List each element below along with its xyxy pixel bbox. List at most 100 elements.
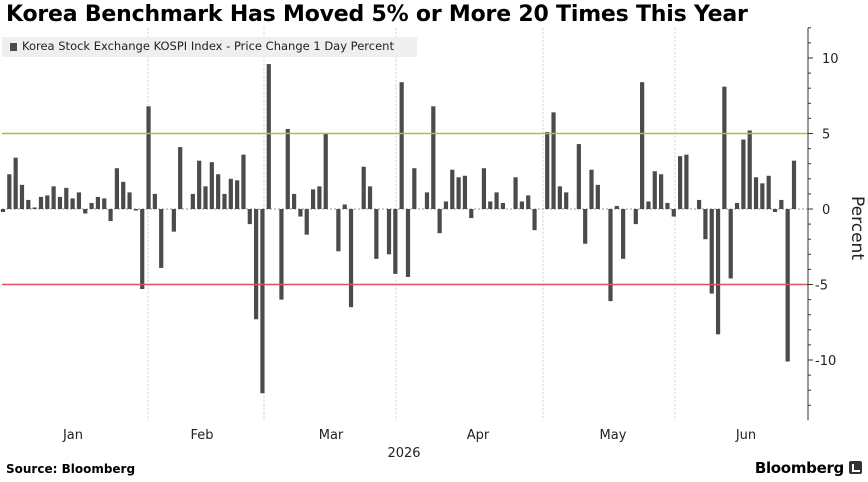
bar — [608, 209, 613, 302]
bar — [481, 168, 487, 209]
bar — [557, 186, 562, 209]
bar — [412, 168, 417, 209]
bar — [108, 209, 113, 222]
bar — [45, 195, 50, 209]
bar — [133, 209, 138, 211]
bar — [424, 192, 430, 209]
source-note: Source: Bloomberg — [6, 462, 136, 476]
bar — [513, 177, 518, 209]
bar — [260, 209, 265, 394]
bar — [222, 193, 227, 209]
bar — [348, 209, 354, 308]
bar — [178, 147, 183, 209]
bar — [595, 184, 600, 209]
bar — [279, 209, 284, 300]
bar — [7, 174, 12, 209]
x-month-label: Feb — [190, 428, 213, 443]
bar — [241, 154, 246, 209]
y-tick-label: -10 — [815, 354, 836, 369]
bar — [545, 131, 550, 209]
bar — [323, 133, 328, 209]
bar — [646, 201, 651, 209]
x-month-label: Jun — [735, 428, 756, 443]
y-axis-label: Percent — [847, 196, 867, 260]
bar — [500, 202, 506, 209]
bar — [114, 168, 119, 209]
bar — [228, 178, 233, 209]
bar — [671, 209, 676, 217]
bar — [102, 198, 107, 209]
bar — [696, 199, 702, 209]
bar — [766, 175, 771, 209]
legend: Korea Stock Exchange KOSPI Index - Price… — [2, 37, 417, 57]
bar — [684, 154, 689, 209]
bar — [235, 180, 240, 209]
bar — [209, 162, 214, 209]
y-tick-label: -5 — [815, 279, 828, 294]
x-month-label: Mar — [319, 428, 344, 443]
bar — [64, 187, 69, 209]
bar — [589, 169, 594, 209]
bar — [576, 144, 581, 209]
bar — [431, 106, 436, 209]
bar — [26, 199, 31, 209]
bar — [13, 157, 18, 209]
bar — [374, 209, 379, 259]
bar — [304, 209, 309, 235]
bar — [728, 209, 733, 279]
bar — [89, 202, 94, 209]
bar — [0, 209, 6, 213]
bar — [741, 139, 746, 209]
bar — [159, 209, 164, 268]
bar — [456, 177, 461, 209]
bar — [772, 209, 778, 213]
bar — [753, 177, 759, 209]
bar — [785, 209, 790, 362]
brand-icon — [849, 461, 862, 474]
bar — [526, 195, 531, 209]
bar — [715, 209, 721, 335]
x-month-label: Apr — [467, 428, 490, 443]
bar — [121, 181, 126, 209]
bar — [317, 186, 322, 209]
bar — [171, 209, 176, 232]
bar — [583, 209, 588, 244]
bar — [95, 196, 101, 209]
bar — [190, 193, 195, 209]
bar — [443, 201, 449, 209]
bar — [659, 174, 664, 209]
bar — [83, 209, 88, 214]
chart-title: Korea Benchmark Has Moved 5% or More 20 … — [6, 2, 748, 27]
bar — [405, 209, 411, 277]
bar — [488, 201, 493, 209]
bar — [665, 202, 670, 209]
bar — [703, 209, 708, 240]
bar — [336, 209, 341, 252]
bar — [633, 209, 638, 225]
bar — [342, 204, 347, 209]
bar — [652, 171, 657, 209]
bar — [437, 209, 442, 234]
legend-swatch — [10, 43, 17, 51]
bar — [285, 128, 290, 209]
bar — [38, 196, 44, 209]
bar — [203, 186, 208, 209]
bar — [216, 174, 221, 209]
brand-logo: Bloomberg — [754, 459, 844, 477]
bar — [551, 112, 556, 209]
bar — [76, 192, 82, 209]
bar — [564, 192, 569, 209]
bar — [614, 205, 619, 209]
bar — [760, 183, 765, 209]
bar — [519, 201, 524, 209]
bar — [367, 186, 373, 209]
bar — [621, 209, 626, 259]
bar — [51, 186, 56, 209]
x-month-label: Jan — [62, 428, 83, 443]
bar — [722, 86, 727, 209]
bar — [291, 193, 297, 209]
bar — [32, 207, 37, 209]
bar — [450, 169, 455, 209]
bar — [197, 160, 202, 209]
